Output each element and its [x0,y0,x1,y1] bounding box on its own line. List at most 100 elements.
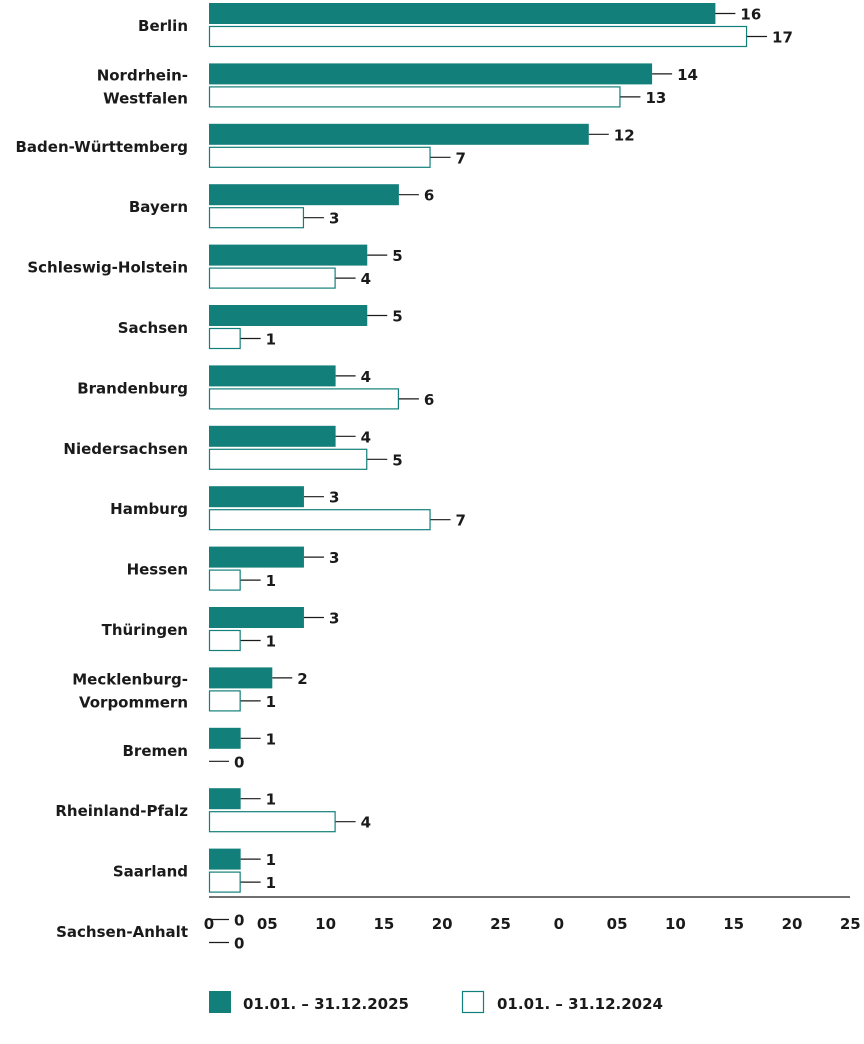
value-label: 7 [456,149,466,167]
bar-2024 [208,629,241,652]
category-label-line: Mecklenburg- [72,670,188,688]
category-label-line: Hamburg [110,500,188,518]
bar-2025 [209,123,589,145]
value-label: 0 [234,753,244,771]
category-label-line: Thüringen [102,621,188,639]
category-label-line: Sachsen [118,319,188,337]
bar-group: Baden-Württemberg 12 7 [15,123,635,168]
value-label: 0 [234,912,244,930]
value-label: 1 [266,572,276,590]
value-label: 16 [740,6,761,24]
bar-2024 [208,509,431,531]
value-label: 3 [329,549,339,567]
value-label: 2 [297,670,307,688]
bar-2024 [208,86,621,108]
category-label-line: Saarland [113,863,188,881]
bar-2024 [208,146,431,168]
bar-2025 [209,788,241,810]
category-label-line: Sachsen-Anhalt [56,923,188,941]
value-label: 0 [234,935,244,953]
bar-group: Schleswig-Holstein 5 4 [27,244,403,289]
category-label: Schleswig-Holstein [27,259,188,277]
category-label-line: Hessen [127,561,188,579]
x-tick-label: 10 [315,915,336,933]
category-label: Bayern [129,198,188,216]
bar-2024 [208,25,748,48]
bar-2024 [208,690,241,712]
bar-group: Thüringen 3 1 [102,607,339,652]
category-label-line: Brandenburg [77,379,188,397]
bar-group: Brandenburg 4 6 [77,365,434,410]
bar-2025 [209,184,399,206]
category-label: Thüringen [102,621,188,639]
bar-group: Bayern 6 3 [129,184,434,229]
x-tick-label: 15 [723,915,744,933]
value-label: 1 [266,633,276,651]
value-label: 1 [266,874,276,892]
bar-2024 [208,811,336,833]
bar-2025 [209,848,241,870]
bar-2024 [208,388,399,410]
bar-2025 [209,365,336,387]
legend-swatch-2025 [209,991,231,1013]
value-label: 4 [361,428,371,446]
category-label-line: Schleswig-Holstein [27,259,188,277]
category-label-line: Bayern [129,198,188,216]
category-label: Rheinland-Pfalz [55,802,188,820]
bar-2025 [209,727,241,749]
value-label: 1 [266,331,276,349]
value-label: 5 [392,451,402,469]
bar-2025 [209,546,304,568]
category-label: Hessen [127,561,188,579]
bar-group: Nordrhein- Westfalen 14 13 [97,63,698,108]
legend-label-2024: 01.01. – 31.12.2024 [497,995,663,1013]
value-label: 5 [392,247,402,265]
category-label-line: Nordrhein- [97,66,188,84]
bar-group: Bremen 1 0 [123,727,276,771]
bar-group: Niedersachsen 4 5 [63,425,403,470]
value-label: 3 [329,489,339,507]
x-tick-label: 25 [840,915,861,933]
category-label: Brandenburg [77,379,188,397]
value-label: 3 [329,210,339,228]
bar-2024 [208,569,241,591]
category-label-line: Berlin [138,17,188,35]
bar-group: Sachsen-Anhalt 0 0 [56,912,244,953]
x-tick-label: 10 [665,915,686,933]
bar-2025 [209,3,716,24]
bar-2025 [209,667,273,689]
value-label: 5 [392,308,402,326]
bar-2024 [208,327,241,350]
legend-label-2025: 01.01. – 31.12.2025 [243,995,409,1013]
category-label: Hamburg [110,500,188,518]
value-label: 4 [361,814,371,832]
bar-2025 [209,63,653,85]
value-label: 1 [266,693,276,711]
bar-2025 [209,486,304,508]
bar-2025 [209,607,304,628]
bar-2024 [208,267,336,289]
value-label: 3 [329,610,339,628]
x-tick-label: 25 [490,915,511,933]
category-label-line: Vorpommern [79,693,188,711]
category-label: Nordrhein- Westfalen [97,66,188,107]
category-label-line: Westfalen [103,89,188,107]
bar-group: Sachsen 5 1 [118,305,403,350]
category-label-line: Niedersachsen [63,440,188,458]
value-label: 4 [361,270,371,288]
bar-group: Berlin 16 17 [138,3,793,48]
x-tick-label: 20 [782,915,803,933]
bar-group: Rheinland-Pfalz 1 4 [55,788,371,833]
bar-2024 [208,207,305,229]
bar-2024 [208,871,241,893]
x-tick-label: 20 [432,915,453,933]
value-label: 1 [266,730,276,748]
category-label-line: Bremen [123,742,189,760]
category-label-line: Rheinland-Pfalz [55,802,188,820]
value-label: 6 [424,391,434,409]
value-label: 14 [677,66,698,84]
x-tick-label: 15 [373,915,394,933]
category-label: Sachsen-Anhalt [56,923,188,941]
value-label: 1 [266,851,276,869]
x-tick-label: 0 [204,915,214,933]
